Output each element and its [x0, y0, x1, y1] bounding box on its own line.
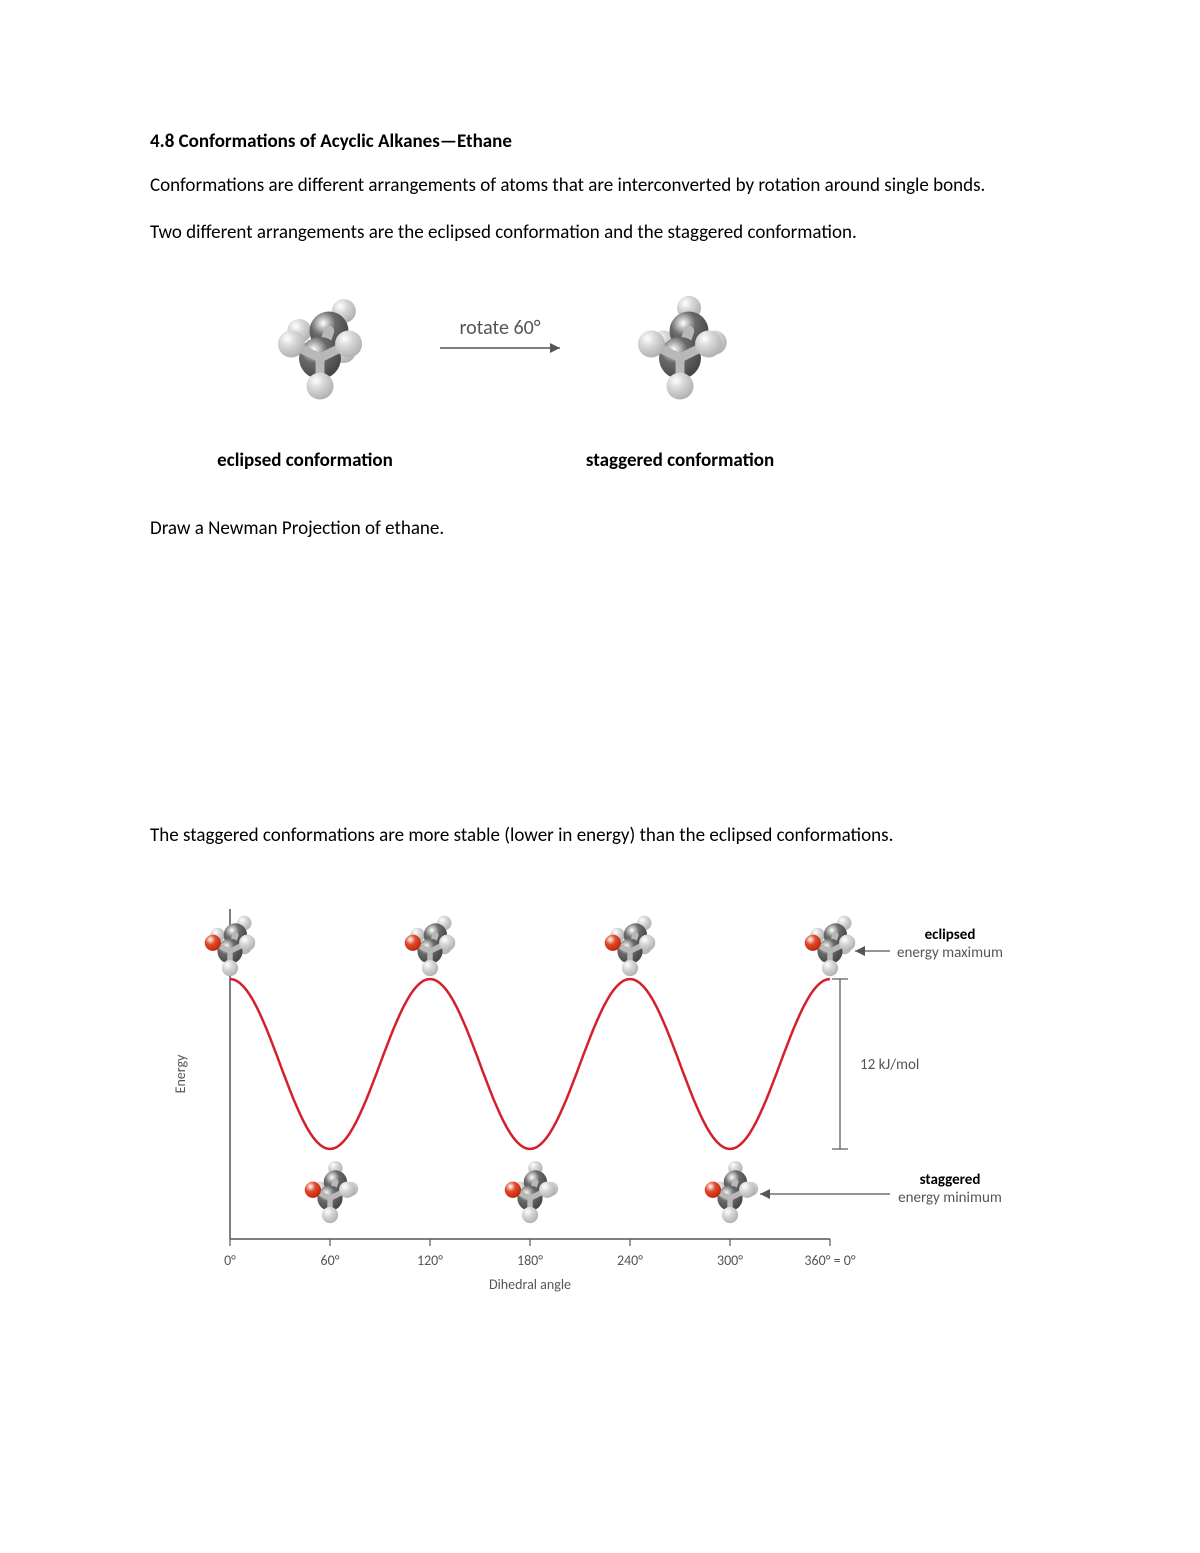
svg-text:60°: 60°: [321, 1252, 340, 1269]
svg-text:rotate 60°: rotate 60°: [459, 316, 540, 340]
svg-text:eclipsed conformation: eclipsed conformation: [217, 449, 393, 472]
paragraph-arrangements: Two different arrangements are the eclip…: [150, 220, 1050, 247]
svg-text:120°: 120°: [417, 1252, 443, 1269]
svg-text:Dihedral angle: Dihedral angle: [489, 1276, 571, 1293]
newman-prompt: Draw a Newman Projection of ethane.: [150, 516, 1050, 543]
svg-text:eclipsedenergy maximum: eclipsedenergy maximum: [897, 926, 1003, 962]
svg-text:0°: 0°: [224, 1252, 236, 1269]
svg-text:staggered conformation: staggered conformation: [586, 449, 774, 472]
paragraph-definition: Conformations are different arrangements…: [150, 173, 1050, 200]
document-page: 4.8 Conformations of Acyclic Alkanes—Eth…: [0, 0, 1200, 1389]
svg-text:300°: 300°: [717, 1252, 743, 1269]
conformation-svg: rotate 60° eclipsed conformation staggered…: [150, 276, 930, 496]
conformation-figure: rotate 60° eclipsed conformation staggered…: [150, 276, 1050, 496]
section-heading: 4.8 Conformations of Acyclic Alkanes—Eth…: [150, 130, 1050, 153]
svg-text:Energy: Energy: [172, 1054, 189, 1093]
energy-chart-block: 0° 60° 120° 180° 240° 300° 360° = 0° Dihedral a…: [150, 869, 1050, 1309]
energy-chart-svg: 0° 60° 120° 180° 240° 300° 360° = 0° Dihedral a…: [150, 869, 1030, 1309]
paragraph-stability: The staggered conformations are more sta…: [150, 823, 1050, 850]
svg-text:180°: 180°: [517, 1252, 543, 1269]
svg-text:360° = 0°: 360° = 0°: [804, 1252, 855, 1269]
svg-text:staggeredenergy minimum: staggeredenergy minimum: [898, 1171, 1002, 1207]
svg-text:240°: 240°: [617, 1252, 643, 1269]
svg-text:12 kJ/mol: 12 kJ/mol: [860, 1056, 919, 1074]
blank-space: [150, 563, 1050, 823]
